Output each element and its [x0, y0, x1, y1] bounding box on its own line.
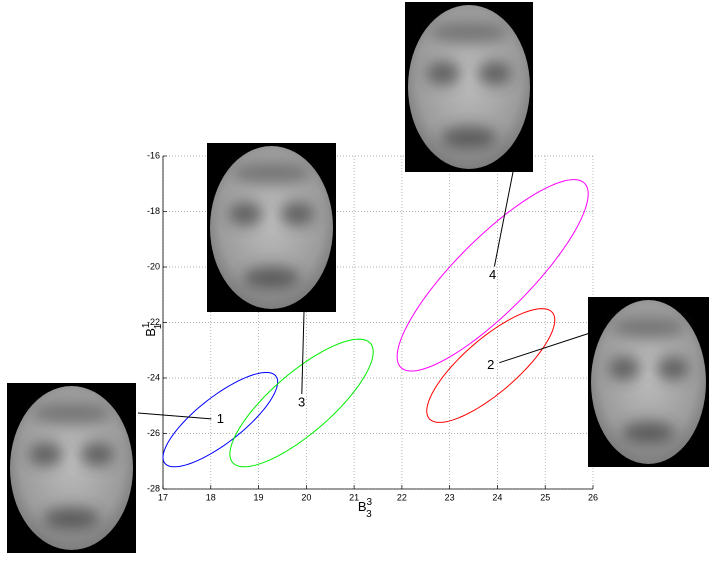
ellipse-label: 1: [217, 411, 224, 426]
face-eye: [657, 357, 688, 381]
connector: [302, 312, 304, 394]
ellipse-label: 4: [489, 267, 496, 282]
connector: [138, 413, 211, 419]
y-axis-label-sub: 1: [153, 323, 164, 329]
face-mouth: [441, 126, 497, 150]
y-tick-label: -24: [147, 372, 160, 382]
x-axis-label-sub: 3: [366, 509, 372, 520]
face-mouth: [243, 266, 300, 290]
y-tick-label: -16: [147, 150, 160, 160]
face-mouth: [43, 507, 100, 531]
face-mouth: [622, 421, 675, 445]
y-tick-label: -26: [147, 428, 160, 438]
face-eye: [609, 357, 640, 381]
face-eye: [281, 202, 315, 226]
x-tick-label: 19: [254, 492, 264, 502]
ellipse-label: 2: [487, 357, 494, 372]
x-tick-label: 20: [301, 492, 311, 502]
x-axis-label-sup: 3: [367, 497, 373, 508]
ellipse-label: 3: [298, 394, 305, 409]
face-brow: [233, 163, 310, 183]
face-eye: [478, 62, 511, 86]
face-brow: [431, 22, 508, 42]
y-tick-label: -28: [147, 483, 160, 493]
chart: 17181920212223242526-28-26-24-22-20-18-1…: [0, 0, 709, 559]
face-eye: [81, 443, 115, 467]
x-tick-label: 22: [397, 492, 407, 502]
face-eye: [427, 62, 460, 86]
y-tick-label: -20: [147, 261, 160, 271]
y-axis-label: B11: [141, 322, 164, 337]
face-eye: [229, 202, 263, 226]
x-tick-label: 17: [158, 492, 168, 502]
face-eye: [29, 443, 63, 467]
y-tick-label: -18: [147, 206, 160, 216]
face-brow: [612, 317, 685, 337]
x-tick-label: 25: [540, 492, 550, 502]
x-tick-label: 23: [445, 492, 455, 502]
face-brow: [33, 403, 110, 423]
x-tick-label: 24: [492, 492, 502, 502]
x-tick-label: 18: [206, 492, 216, 502]
connector: [499, 333, 590, 363]
x-tick-label: 26: [588, 492, 598, 502]
